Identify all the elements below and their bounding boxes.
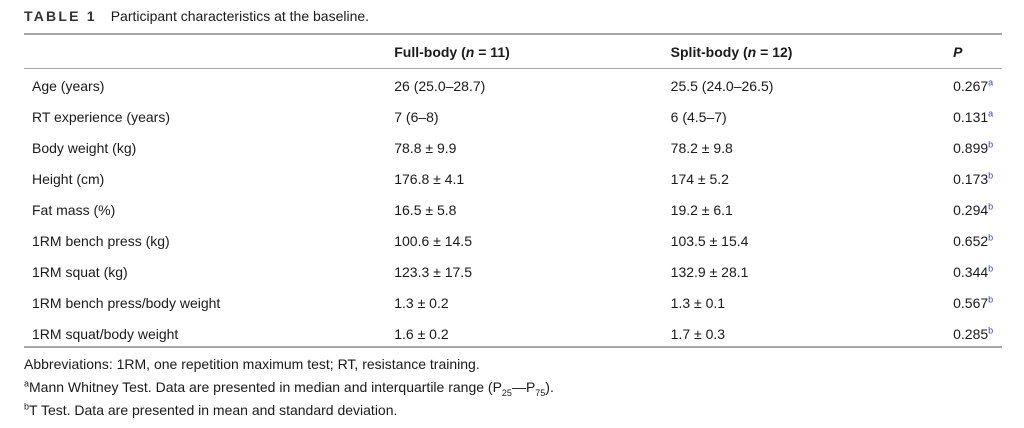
header-rule: [24, 68, 1002, 69]
cell-split-body: 25.5 (24.0–26.5): [670, 77, 774, 94]
footnote-ref: a: [988, 107, 994, 118]
header-p-value: P: [953, 43, 963, 60]
footnote-b: bT Test. Data are presented in mean and …: [24, 401, 398, 418]
cell-full-body: 1.3 ± 0.2: [394, 294, 449, 311]
table-label: TABLE 1: [24, 8, 97, 24]
cell-split-body: 19.2 ± 6.1: [670, 201, 733, 218]
table-row: Height (cm) 176.8 ± 4.1 174 ± 5.2 0.173b: [24, 163, 1002, 194]
header-row: Full-body (n = 11) Split-body (n = 12) P: [24, 35, 1002, 68]
header-split-body: Split-body (n = 12): [670, 43, 793, 60]
bottom-rule: [24, 346, 1002, 348]
cell-split-body: 78.2 ± 9.8: [670, 139, 733, 156]
cell-p-value: 0.294b: [953, 200, 994, 218]
table-caption-text: Participant characteristics at the basel…: [110, 8, 370, 24]
row-label: 1RM squat (kg): [32, 263, 128, 280]
row-label: Fat mass (%): [32, 201, 116, 218]
characteristics-table: Full-body (n = 11) Split-body (n = 12) P…: [24, 35, 1002, 349]
cell-p-value: 0.652b: [953, 231, 994, 249]
cell-p-value: 0.267a: [953, 76, 994, 94]
cell-full-body: 7 (6–8): [394, 108, 439, 125]
row-label: Height (cm): [32, 170, 105, 187]
table-row: 1RM squat (kg) 123.3 ± 17.5 132.9 ± 28.1 0.…: [24, 256, 1002, 287]
cell-split-body: 103.5 ± 15.4: [670, 232, 749, 249]
row-label: Age (years): [32, 77, 105, 94]
row-label: RT experience (years): [32, 108, 170, 125]
cell-full-body: 100.6 ± 14.5: [394, 232, 472, 249]
cell-p-value: 0.344b: [953, 262, 994, 280]
row-label: 1RM bench press (kg): [32, 232, 170, 249]
header-characteristic: [24, 35, 394, 68]
footnote-ref: b: [988, 138, 994, 149]
footnote-a-mark: a: [24, 378, 30, 389]
cell-p-value: 0.131a: [953, 107, 994, 125]
cell-full-body: 78.8 ± 9.9: [394, 139, 457, 156]
cell-p-value: 0.899b: [953, 138, 994, 156]
row-label: 1RM squat/body weight: [32, 325, 179, 342]
top-rule: [24, 33, 1002, 35]
table-row: 1RM bench press (kg) 100.6 ± 14.5 103.5 ± …: [24, 225, 1002, 256]
table-row: 1RM bench press/body weight 1.3 ± 0.2 1.3 …: [24, 287, 1002, 318]
cell-p-value: 0.173b: [953, 169, 994, 187]
cell-split-body: 6 (4.5–7): [670, 108, 727, 125]
footnote-ref: b: [988, 169, 994, 180]
cell-p-value: 0.567b: [953, 293, 994, 311]
footnote-a: aMann Whitney Test. Data are presented i…: [24, 378, 554, 398]
table-row: Fat mass (%) 16.5 ± 5.8 19.2 ± 6.1 0.294b: [24, 194, 1002, 225]
footnote-b-mark: b: [24, 401, 30, 412]
cell-full-body: 16.5 ± 5.8: [394, 201, 457, 218]
cell-split-body: 1.3 ± 0.1: [670, 294, 726, 311]
footnote-abbreviations: Abbreviations: 1RM, one repetition maxim…: [24, 356, 480, 372]
footnote-ref: a: [988, 76, 994, 87]
header-full-body: Full-body (n = 11): [394, 43, 510, 60]
cell-full-body: 26 (25.0–28.7): [394, 77, 486, 94]
table-row: Body weight (kg) 78.8 ± 9.9 78.2 ± 9.8 0.89…: [24, 132, 1002, 163]
cell-split-body: 1.7 ± 0.3: [670, 325, 726, 342]
cell-p-value: 0.285b: [953, 324, 994, 342]
table-caption: TABLE 1 Participant characteristics at th…: [24, 8, 369, 24]
cell-split-body: 132.9 ± 28.1: [670, 263, 749, 280]
cell-full-body: 123.3 ± 17.5: [394, 263, 472, 280]
cell-split-body: 174 ± 5.2: [670, 170, 729, 187]
footnote-ref: b: [988, 324, 994, 335]
cell-full-body: 176.8 ± 4.1: [394, 170, 465, 187]
footnote-ref: b: [988, 262, 994, 273]
table-row: RT experience (years) 7 (6–8) 6 (4.5–7) 0.1…: [24, 101, 1002, 132]
row-label: 1RM bench press/body weight: [32, 294, 221, 311]
footnote-ref: b: [988, 231, 994, 242]
table-footnotes: Abbreviations: 1RM, one repetition maxim…: [24, 356, 554, 425]
table-row: 1RM squat/body weight 1.6 ± 0.2 1.7 ± 0.3 0…: [24, 318, 1002, 349]
footnote-ref: b: [988, 200, 994, 211]
cell-full-body: 1.6 ± 0.2: [394, 325, 449, 342]
row-label: Body weight (kg): [32, 139, 137, 156]
footnote-ref: b: [988, 293, 994, 304]
table-row: Age (years) 26 (25.0–28.7) 25.5 (24.0–26.5…: [24, 68, 1002, 101]
